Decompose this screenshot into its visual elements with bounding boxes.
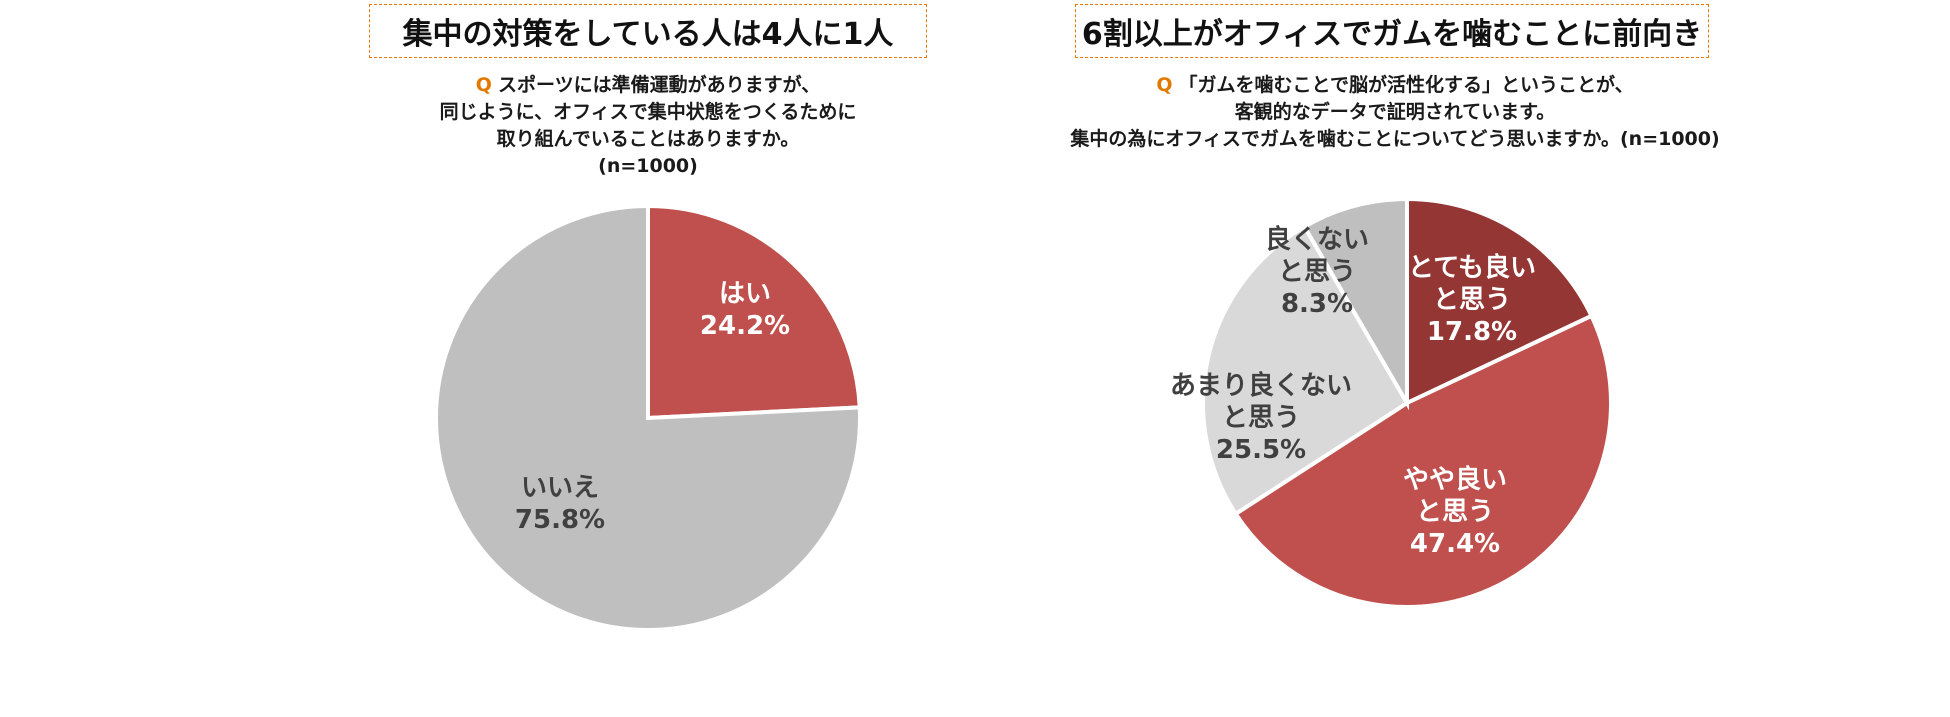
right-pie-slice-3	[1201, 223, 1410, 517]
left-question-line-2: 同じように、オフィスで集中状態をつくるために	[439, 101, 857, 123]
right-pie-slice-1	[1405, 196, 1595, 407]
right-pie-chart: とても良いと思う17.8%やや良いと思う47.4%あまり良くないと思う25.5%…	[1170, 196, 1613, 609]
right-pie-slice-4-label-1: 良くない	[1265, 224, 1369, 255]
right-headline: 6割以上がオフィスでガムを噛むことに前向き	[1075, 4, 1709, 58]
left-question-line-3: 取り組んでいることはありますか。	[496, 128, 800, 150]
left-question-text-1: スポーツには準備運動がありますが、	[497, 74, 821, 96]
right-pie-slice-4-value-label: 8.3%	[1281, 289, 1353, 319]
right-question-line-2: 客観的なデータで証明されています。	[1234, 101, 1556, 123]
right-pie-slice-3-label-2: と思う	[1222, 403, 1300, 433]
right-pie-slice-1-label-1: とても良い	[1408, 252, 1536, 283]
left-question-sample-size: (n=1000)	[598, 155, 698, 177]
right-pie-slice-3-value-label: 25.5%	[1216, 435, 1306, 465]
right-pie-slice-2-label-2: と思う	[1416, 497, 1494, 527]
right-pie-slice-2-value-label: 47.4%	[1410, 529, 1500, 559]
right-pie-slice-1-label-2: と思う	[1433, 285, 1511, 315]
right-question-mark: Q	[1156, 74, 1173, 96]
left-pie-slice-1-value-label: 24.2%	[700, 311, 790, 341]
right-pie-slice-4	[1301, 196, 1409, 411]
right-pie-slice-3-label-1: あまり良くない	[1170, 370, 1352, 401]
right-pie-slice-1-value-label: 17.8%	[1427, 317, 1517, 347]
right-panel: 6割以上がオフィスでガムを噛むことに前向き Q 「ガムを噛むことで脳が活性化する」…	[975, 0, 1950, 717]
left-pie-slice-2	[434, 203, 862, 632]
left-headline: 集中の対策をしている人は4人に1人	[369, 4, 927, 58]
left-pie-slice-1	[646, 203, 862, 421]
left-pie-slice-1-label-1: はい	[719, 279, 771, 309]
left-question-mark: Q	[475, 74, 492, 96]
left-question-line-1: Q スポーツには準備運動がありますが、	[368, 72, 928, 99]
right-question-line-1: Q 「ガムを噛むことで脳が活性化する」ということが、	[1015, 72, 1775, 99]
right-pie-slice-4-label-2: と思う	[1278, 257, 1356, 287]
right-question-text-1: 「ガムを噛むことで脳が活性化する」ということが、	[1178, 74, 1634, 96]
left-pie-slice-2-label-1: いいえ	[521, 473, 599, 503]
right-question-line-3: 集中の為にオフィスでガムを噛むことについてどう思いますか。(n=1000)	[1070, 128, 1720, 150]
right-question: Q 「ガムを噛むことで脳が活性化する」ということが、 客観的なデータで証明されてい…	[1015, 72, 1775, 153]
right-pie-slice-2-label-1: やや良い	[1403, 464, 1507, 495]
left-pie-slice-2-value-label: 75.8%	[515, 505, 605, 535]
left-question: Q スポーツには準備運動がありますが、 同じように、オフィスで集中状態をつくるため…	[368, 72, 928, 180]
right-pie-slice-2	[1232, 313, 1613, 609]
left-panel: 集中の対策をしている人は4人に1人 Q スポーツには準備運動がありますが、 同じよ…	[368, 4, 928, 632]
